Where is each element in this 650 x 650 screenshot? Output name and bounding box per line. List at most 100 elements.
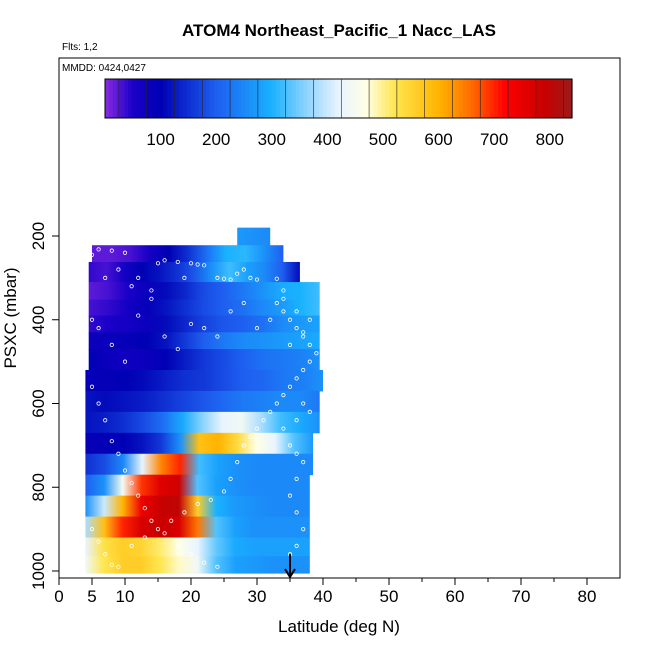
- track-point: [195, 501, 200, 507]
- colorbar-segment: [124, 79, 129, 118]
- colorbar-segment: [544, 79, 550, 118]
- colorbar-segment: [252, 79, 258, 118]
- colorbar-segment: [287, 79, 293, 118]
- colorbar-segment: [190, 79, 196, 118]
- track-point: [294, 476, 299, 481]
- colorbar-segment: [552, 79, 558, 118]
- colorbar-tick-label: 400: [313, 130, 341, 149]
- colorbar-segment: [392, 79, 398, 118]
- colorbar-segment: [136, 79, 141, 118]
- track-point: [215, 275, 220, 280]
- x-tick-label: 5: [87, 587, 96, 606]
- track-point: [294, 543, 299, 548]
- colorbar-segment: [451, 79, 456, 118]
- y-tick-label: 600: [29, 389, 48, 417]
- track-point: [274, 300, 279, 306]
- colorbar-segment: [233, 79, 238, 118]
- track-point: [294, 510, 299, 515]
- track-point: [116, 451, 121, 456]
- colorbar-segment: [237, 79, 242, 118]
- y-tick-label: 200: [29, 222, 48, 250]
- colorbar-segment: [178, 79, 184, 118]
- colorbar-segment: [330, 79, 336, 118]
- colorbar-tick-label: 700: [480, 130, 508, 149]
- track-point: [162, 334, 167, 339]
- colorbar-segment: [342, 79, 347, 118]
- colorbar-segment: [210, 79, 215, 118]
- track-point: [301, 367, 306, 373]
- colorbar-segment: [202, 79, 207, 118]
- flights-label: Flts: 1,2: [62, 42, 98, 53]
- colorbar-segment: [416, 79, 421, 118]
- marker-arrow-head: [284, 568, 296, 579]
- track-point: [175, 346, 180, 352]
- heatmap-band: [88, 299, 320, 317]
- track-point: [281, 309, 286, 314]
- colorbar-segment: [206, 79, 211, 118]
- track-point: [175, 543, 180, 548]
- track-point: [155, 261, 161, 266]
- colorbar-segment: [280, 79, 285, 118]
- track-point: [281, 393, 286, 398]
- track-point: [142, 535, 147, 540]
- colorbar-tick-label: 200: [202, 130, 230, 149]
- track-point: [287, 493, 293, 498]
- colorbar-tick-label: 600: [424, 130, 452, 149]
- colorbar-segment: [112, 79, 118, 118]
- track-point: [274, 401, 279, 406]
- x-axis-label: Latitude (deg N): [278, 617, 400, 636]
- colorbar-segment: [307, 79, 312, 118]
- track-point: [235, 271, 240, 276]
- track-point: [136, 313, 141, 318]
- colorbar-segment: [529, 79, 534, 118]
- track-point: [281, 288, 286, 293]
- colorbar-segment: [350, 79, 355, 118]
- colorbar-segment: [322, 79, 328, 118]
- track-point: [241, 443, 246, 448]
- track-point: [122, 468, 128, 473]
- track-point: [254, 326, 260, 331]
- heatmap-band: [85, 516, 310, 538]
- track-point: [314, 351, 319, 356]
- track-point: [241, 267, 246, 272]
- colorbar-segment: [272, 79, 277, 118]
- colorbar-tick-label: 500: [369, 130, 397, 149]
- colorbar-segment: [284, 79, 289, 118]
- colorbar-segment: [443, 79, 449, 118]
- track-point: [129, 543, 134, 548]
- x-tick-label: 30: [248, 587, 267, 606]
- colorbar-segment: [182, 79, 188, 118]
- x-tick-label: 60: [446, 587, 465, 606]
- colorbar-segment: [377, 79, 382, 118]
- colorbar-segment: [229, 79, 235, 118]
- colorbar-segment: [482, 79, 487, 118]
- colorbar-segment: [248, 79, 254, 118]
- x-tick-label: 70: [512, 587, 531, 606]
- track-point: [294, 418, 299, 423]
- track-point: [122, 359, 128, 364]
- track-point: [136, 275, 141, 280]
- track-point: [301, 527, 306, 532]
- track-point: [96, 539, 101, 544]
- track-point: [208, 497, 213, 502]
- colorbar-segment: [556, 79, 561, 118]
- colorbar-segment: [536, 79, 542, 118]
- y-tick-label: 800: [29, 473, 48, 501]
- track-point: [261, 418, 266, 423]
- track-point: [103, 275, 108, 280]
- track-point: [162, 531, 167, 536]
- colorbar-segment: [400, 79, 406, 118]
- colorbar-segment: [357, 79, 363, 118]
- colorbar-segment: [470, 79, 476, 118]
- track-point: [169, 518, 174, 523]
- colorbar-segment: [315, 79, 320, 118]
- track-point: [195, 262, 200, 267]
- colorbar-segment: [501, 79, 507, 118]
- track-point: [109, 562, 114, 567]
- track-point: [228, 476, 233, 481]
- colorbar-segment: [167, 79, 172, 118]
- colorbar-segment: [439, 79, 445, 118]
- colorbar-segment: [225, 79, 231, 118]
- colorbar-segment: [346, 79, 351, 118]
- heatmap-band: [85, 411, 320, 434]
